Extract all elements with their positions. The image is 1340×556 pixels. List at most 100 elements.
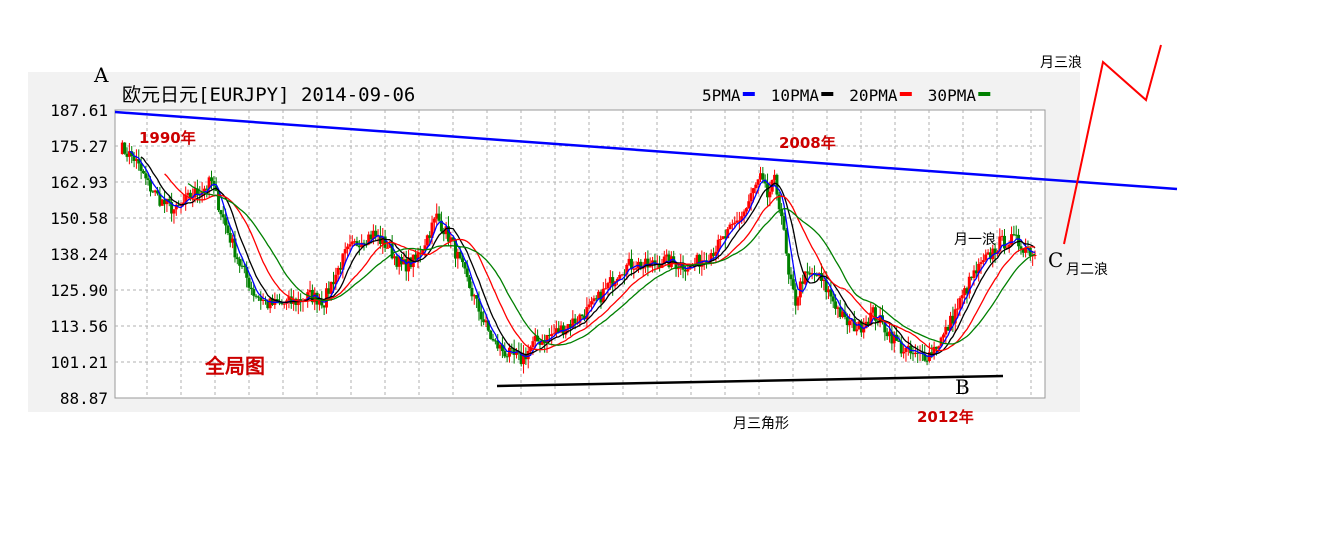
point-b-label: B bbox=[955, 375, 970, 399]
candle-body bbox=[573, 318, 577, 324]
candle-body bbox=[186, 192, 190, 196]
candle-body bbox=[977, 263, 981, 274]
candle-body bbox=[784, 229, 788, 254]
candle-body bbox=[486, 320, 490, 331]
candle-body bbox=[925, 360, 929, 362]
candle-body bbox=[465, 268, 469, 278]
candle-body bbox=[360, 242, 364, 248]
candle-body bbox=[782, 216, 786, 230]
y-tick-label: 162.93 bbox=[50, 173, 108, 192]
legend-swatch bbox=[821, 92, 834, 96]
candle-body bbox=[1014, 234, 1018, 236]
candle-body bbox=[773, 174, 777, 180]
legend-label: 20PMA bbox=[849, 86, 898, 105]
candle-body bbox=[862, 328, 866, 333]
candle-body bbox=[554, 328, 558, 334]
candle-body bbox=[625, 264, 629, 275]
candle-body bbox=[590, 301, 594, 305]
candle-body bbox=[822, 279, 826, 281]
candle-body bbox=[761, 173, 765, 180]
wave-one-label: 月一浪 bbox=[954, 232, 996, 248]
candle-body bbox=[430, 222, 434, 238]
candle-body bbox=[271, 298, 274, 305]
candle-body bbox=[618, 274, 622, 279]
candle-body bbox=[820, 273, 823, 281]
candle-body bbox=[742, 211, 746, 217]
candle-body bbox=[998, 236, 1002, 252]
candle-body bbox=[390, 243, 394, 259]
candle-body bbox=[519, 352, 523, 365]
candle-body bbox=[564, 329, 568, 335]
candle-body bbox=[942, 334, 945, 338]
upper-trendline bbox=[114, 110, 1178, 191]
candle-body bbox=[606, 283, 610, 289]
candle-body bbox=[484, 320, 488, 323]
candle-body bbox=[261, 299, 265, 301]
candle-body bbox=[381, 236, 385, 244]
candle-body bbox=[629, 258, 633, 269]
overview-label: 全局图 bbox=[204, 354, 265, 378]
candle-body bbox=[798, 281, 802, 298]
candle-body bbox=[676, 268, 680, 270]
candle-body bbox=[749, 193, 753, 202]
candle-body bbox=[747, 201, 751, 209]
candle-body bbox=[627, 258, 631, 265]
candle-body bbox=[890, 331, 894, 344]
candle-body bbox=[493, 340, 497, 342]
candle-body bbox=[545, 334, 549, 344]
candle-body bbox=[712, 253, 716, 256]
candle-body bbox=[857, 321, 861, 330]
candle-body bbox=[599, 291, 603, 303]
moving-average-lines bbox=[129, 151, 1036, 358]
candle-body bbox=[437, 213, 441, 221]
candle-body bbox=[529, 347, 533, 351]
candle-body bbox=[385, 247, 389, 249]
candle-body bbox=[507, 347, 511, 357]
candle-body bbox=[336, 267, 340, 275]
candle-body bbox=[470, 287, 474, 297]
candle-body bbox=[885, 332, 889, 337]
candle-body bbox=[644, 258, 648, 267]
candle-body bbox=[540, 340, 544, 345]
candle-body bbox=[322, 305, 326, 308]
candle-body bbox=[517, 352, 521, 354]
label-2012: 2012年 bbox=[917, 408, 974, 426]
y-tick-label: 175.27 bbox=[50, 137, 108, 156]
candle-body bbox=[721, 236, 725, 239]
candle-body bbox=[604, 288, 608, 290]
candle-body bbox=[362, 242, 366, 245]
candle-body bbox=[393, 256, 396, 259]
candle-body bbox=[815, 275, 819, 277]
candle-body bbox=[728, 224, 732, 230]
candle-body bbox=[585, 307, 589, 320]
candle-body bbox=[763, 179, 767, 184]
candle-body bbox=[801, 281, 805, 284]
candle-body bbox=[592, 298, 596, 302]
candle-body bbox=[714, 251, 718, 256]
candle-body bbox=[280, 302, 284, 305]
candle-body bbox=[716, 239, 720, 252]
candle-body bbox=[268, 298, 272, 309]
candle-body bbox=[329, 281, 333, 294]
candle-body bbox=[665, 254, 669, 257]
candle-body bbox=[789, 274, 793, 280]
candle-body bbox=[165, 198, 169, 205]
candle-body bbox=[972, 270, 976, 279]
candle-body bbox=[841, 311, 845, 317]
candle-body bbox=[177, 204, 181, 206]
candle-body bbox=[698, 254, 701, 267]
candle-body bbox=[531, 341, 535, 348]
candle-body bbox=[139, 163, 143, 171]
candle-body bbox=[979, 262, 983, 264]
candle-body bbox=[167, 198, 171, 203]
candle-body bbox=[369, 234, 373, 240]
candle-body bbox=[829, 289, 833, 297]
candle-body bbox=[536, 335, 540, 342]
candle-body bbox=[282, 303, 286, 305]
candle-body bbox=[571, 318, 575, 328]
candle-body bbox=[1007, 244, 1011, 248]
candle-body bbox=[1017, 234, 1021, 247]
candle-body bbox=[278, 302, 282, 304]
candle-body bbox=[442, 231, 446, 235]
candle-body bbox=[310, 290, 314, 303]
